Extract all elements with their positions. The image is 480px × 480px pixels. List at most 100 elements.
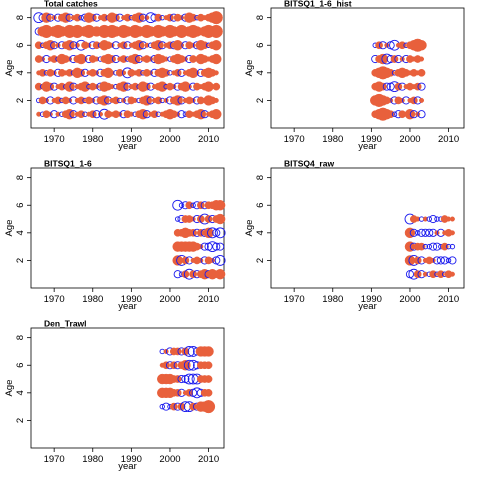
negative-residual-bubble bbox=[207, 227, 218, 239]
negative-residual-bubble bbox=[417, 228, 426, 237]
positive-residual-bubble bbox=[132, 97, 138, 103]
negative-residual-bubble bbox=[429, 214, 438, 224]
positive-residual-bubble bbox=[214, 269, 226, 280]
positive-residual-bubble bbox=[54, 96, 62, 105]
panel-title: BITSQ1_1-6 bbox=[44, 159, 92, 169]
negative-residual-bubble bbox=[214, 227, 226, 239]
plot-frame bbox=[270, 7, 465, 129]
x-tick-label: 1990 bbox=[121, 294, 142, 305]
negative-residual-bubble bbox=[216, 242, 225, 251]
positive-residual-bubble bbox=[163, 56, 169, 62]
x-tick-label: 1980 bbox=[322, 134, 343, 145]
positive-residual-bubble bbox=[100, 13, 109, 22]
positive-residual-bubble bbox=[135, 68, 143, 77]
panel-total-catches: Total catches 1970 1980 1990 2000 2010 2 4 6 8 yea… bbox=[4, 0, 225, 152]
x-tick-label: 1970 bbox=[44, 134, 65, 145]
negative-residual-bubble bbox=[183, 359, 195, 371]
y-tick-label: 6 bbox=[15, 363, 26, 368]
negative-residual-bubble bbox=[214, 255, 226, 266]
y-tick-label: 8 bbox=[255, 15, 266, 20]
negative-residual-bubble bbox=[174, 216, 181, 222]
positive-residual-bubble bbox=[436, 270, 445, 279]
y-tick-label: 8 bbox=[15, 175, 26, 180]
positive-residual-bubble bbox=[209, 11, 223, 25]
positive-residual-bubble bbox=[189, 13, 197, 22]
negative-residual-bubble bbox=[436, 256, 445, 265]
positive-residual-bubble bbox=[109, 84, 115, 90]
positive-residual-bubble bbox=[204, 361, 213, 370]
positive-residual-bubble bbox=[204, 388, 213, 397]
positive-residual-bubble bbox=[212, 82, 221, 91]
y-tick-label: 6 bbox=[255, 203, 266, 208]
y-tick-label: 2 bbox=[15, 258, 26, 263]
negative-residual-bubble bbox=[426, 243, 432, 250]
panel-title: BITSQ1_1-6_hist bbox=[284, 0, 352, 9]
positive-residual-bubble bbox=[398, 41, 407, 50]
negative-residual-bubble bbox=[178, 202, 185, 208]
positive-residual-bubble bbox=[65, 68, 74, 77]
panel-title: Total catches bbox=[44, 0, 98, 9]
positive-residual-bubble bbox=[121, 70, 127, 76]
y-tick-label: 6 bbox=[15, 203, 26, 208]
positive-residual-bubble bbox=[123, 13, 132, 22]
y-tick-label: 6 bbox=[255, 43, 266, 48]
x-tick-label: 2010 bbox=[198, 134, 219, 145]
negative-residual-bubble bbox=[212, 242, 221, 251]
positive-residual-bubble bbox=[202, 400, 216, 414]
positive-residual-bubble bbox=[157, 81, 168, 92]
plot-frame bbox=[30, 7, 225, 129]
x-tick-label: 1980 bbox=[82, 294, 103, 305]
positive-residual-bubble bbox=[416, 40, 427, 51]
negative-residual-bubble bbox=[414, 230, 421, 236]
positive-residual-bubble bbox=[112, 96, 120, 105]
x-tick-label: 2010 bbox=[198, 454, 219, 465]
positive-residual-bubble bbox=[422, 271, 428, 277]
x-axis-label: year bbox=[118, 461, 136, 472]
positive-residual-bubble bbox=[200, 41, 209, 50]
x-tick-label: 2000 bbox=[399, 134, 420, 145]
negative-residual-bubble bbox=[78, 14, 84, 21]
negative-residual-bubble bbox=[409, 228, 418, 237]
x-axis-label: year bbox=[118, 301, 136, 312]
positive-residual-bubble bbox=[213, 70, 219, 76]
negative-residual-bubble bbox=[172, 199, 184, 211]
y-tick-label: 8 bbox=[255, 175, 266, 180]
positive-residual-bubble bbox=[185, 201, 194, 210]
y-tick-label: 6 bbox=[15, 43, 26, 48]
y-tick-label: 4 bbox=[255, 70, 266, 75]
positive-residual-bubble bbox=[211, 53, 222, 65]
plot-frame bbox=[30, 167, 225, 289]
x-tick-label: 1990 bbox=[121, 134, 142, 145]
positive-residual-bubble bbox=[154, 96, 163, 105]
positive-residual-bubble bbox=[449, 216, 455, 222]
positive-residual-bubble bbox=[449, 230, 455, 236]
positive-residual-bubble bbox=[128, 111, 134, 117]
positive-residual-bubble bbox=[440, 242, 449, 251]
positive-residual-bubble bbox=[377, 53, 389, 65]
negative-residual-bubble bbox=[159, 403, 165, 410]
positive-residual-bubble bbox=[203, 227, 214, 239]
negative-residual-bubble bbox=[429, 242, 438, 251]
y-tick-label: 4 bbox=[15, 390, 26, 395]
positive-residual-bubble bbox=[419, 56, 425, 62]
y-tick-label: 8 bbox=[15, 15, 26, 20]
positive-residual-bubble bbox=[77, 96, 86, 105]
positive-residual-bubble bbox=[154, 13, 163, 22]
negative-residual-bubble bbox=[421, 228, 430, 237]
positive-residual-bubble bbox=[144, 15, 150, 21]
positive-residual-bubble bbox=[131, 82, 140, 91]
x-tick-label: 1980 bbox=[322, 294, 343, 305]
positive-residual-bubble bbox=[74, 42, 80, 48]
positive-residual-bubble bbox=[417, 242, 426, 251]
x-tick-label: 1990 bbox=[361, 294, 382, 305]
negative-residual-bubble bbox=[425, 228, 434, 237]
negative-residual-bubble bbox=[432, 256, 442, 265]
y-tick-label: 4 bbox=[255, 230, 266, 235]
negative-residual-bubble bbox=[207, 241, 218, 253]
positive-residual-bubble bbox=[36, 111, 42, 117]
negative-residual-bubble bbox=[177, 110, 186, 119]
y-tick-label: 4 bbox=[15, 230, 26, 235]
positive-residual-bubble bbox=[415, 216, 421, 222]
negative-residual-bubble bbox=[449, 243, 456, 250]
